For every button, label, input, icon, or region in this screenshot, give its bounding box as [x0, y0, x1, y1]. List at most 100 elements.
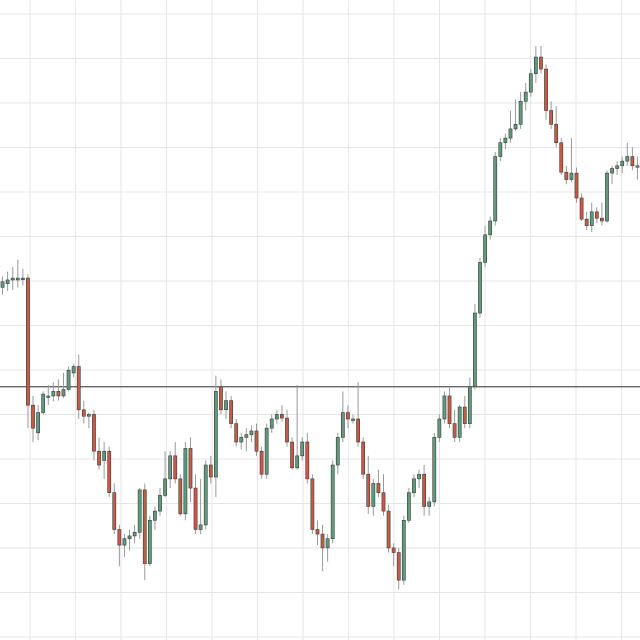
candle-down [142, 489, 147, 564]
candle-down [346, 412, 350, 420]
candle-up [513, 124, 518, 130]
candle-down [381, 492, 386, 512]
candle-up [635, 165, 640, 168]
candle-up [300, 441, 305, 457]
candle-up [407, 492, 411, 521]
candle-down [600, 217, 604, 222]
candle-up [153, 510, 157, 521]
candle-down [447, 395, 452, 424]
candle-down [31, 404, 35, 429]
candle-down [630, 156, 635, 167]
candle-down [320, 533, 325, 549]
candle-down [462, 406, 467, 424]
candle-down [315, 529, 320, 535]
candle-up [605, 172, 609, 222]
candle-up [102, 450, 107, 461]
candle-up [412, 478, 416, 493]
candle-up [0, 281, 5, 288]
candle-up [41, 393, 46, 413]
candle-up [71, 366, 76, 374]
candle-up [615, 165, 620, 169]
candle-up [427, 501, 432, 507]
candle-down [594, 211, 599, 219]
candle-down [234, 423, 239, 443]
candle-down [366, 473, 371, 507]
candle-up [203, 464, 208, 526]
candle-up [528, 73, 533, 93]
candle-up [61, 389, 66, 397]
candle-up [5, 279, 10, 284]
candle-down [290, 441, 294, 469]
candle-down [97, 450, 101, 466]
candle-up [36, 412, 40, 434]
candle-down [584, 218, 589, 226]
candle-up [264, 427, 269, 475]
candle-down [361, 441, 366, 475]
candle-up [224, 400, 228, 411]
candle-down [574, 172, 579, 199]
candle-up [213, 391, 218, 478]
candle-up [46, 395, 51, 398]
candle-down [280, 414, 284, 419]
candle-down [112, 492, 117, 530]
candle-up [20, 277, 25, 280]
candle-up [473, 312, 477, 388]
candle-up [249, 430, 254, 435]
candle-up [183, 448, 188, 515]
candle-down [285, 417, 289, 443]
candle-down [26, 277, 30, 406]
candle-down [107, 450, 112, 493]
candle-down [549, 110, 553, 125]
candle-up [625, 156, 630, 162]
candle-up [610, 168, 614, 174]
candle-down [356, 418, 360, 443]
candle-up [325, 538, 330, 549]
candle-up [589, 211, 594, 226]
candle-up [163, 478, 167, 496]
candle-up [295, 455, 300, 469]
candle-up [518, 100, 523, 125]
candle-up [330, 464, 335, 540]
candle-up [503, 137, 508, 144]
candle-up [335, 437, 340, 466]
candle-down [452, 423, 457, 438]
candle-up [493, 156, 498, 222]
candle-down [208, 464, 213, 478]
candle-up [340, 412, 345, 438]
candle-up [239, 437, 244, 443]
candle-up [244, 434, 249, 438]
candle-up [442, 395, 447, 420]
candle-up [158, 495, 162, 512]
candle-down [92, 414, 96, 452]
candle-up [147, 519, 152, 564]
candle-up [269, 418, 274, 429]
candle-down [422, 473, 427, 507]
candle-up [351, 418, 355, 421]
candle-down [117, 529, 122, 546]
candle-down [56, 391, 61, 397]
candle-down [81, 409, 86, 417]
candle-up [15, 277, 20, 281]
candle-down [259, 450, 264, 475]
candle-up [437, 418, 442, 438]
candle-down [219, 386, 223, 411]
candle-up [498, 142, 503, 157]
candle-up [569, 172, 574, 180]
candle-up [483, 234, 487, 263]
candle-down [254, 430, 259, 452]
candle-up [523, 91, 528, 102]
candle-down [564, 171, 569, 180]
candle-down [193, 487, 198, 530]
candle-up [274, 414, 279, 420]
candle-down [178, 478, 183, 515]
candle-down [386, 510, 391, 549]
candle-up [432, 437, 437, 503]
candle-up [198, 524, 203, 530]
candle-down [376, 483, 381, 493]
candle-down [539, 56, 543, 70]
candle-up [371, 483, 376, 507]
candle-down [396, 552, 401, 581]
candle-up [620, 160, 625, 167]
candle-up [87, 414, 91, 417]
